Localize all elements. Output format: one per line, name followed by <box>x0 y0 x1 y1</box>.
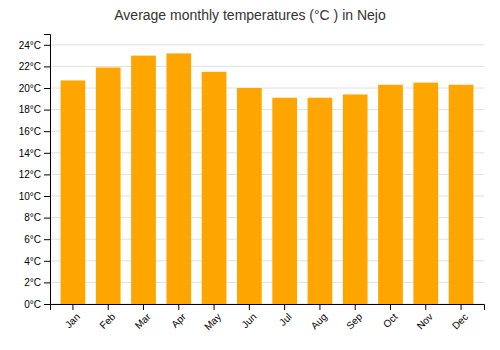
y-tick: 24°C <box>19 40 50 51</box>
x-tick: Feb <box>97 304 117 331</box>
x-tick-label: Apr <box>169 311 188 330</box>
y-tick-mark <box>44 239 50 240</box>
x-tick: Aug <box>309 304 329 331</box>
y-tick-mark <box>44 196 50 197</box>
y-tick-label: 20°C <box>19 83 41 94</box>
x-tick-label: Aug <box>309 311 329 331</box>
x-tick-label: Nov <box>415 311 435 331</box>
x-tick: May <box>202 304 223 332</box>
x-tick: Nov <box>415 304 435 331</box>
y-tick: 2°C <box>24 277 50 288</box>
x-tick: Dec <box>450 304 470 331</box>
bar <box>166 53 191 304</box>
y-tick-mark <box>44 174 50 175</box>
y-tick: 8°C <box>24 212 50 223</box>
x-tick-mark <box>284 304 285 310</box>
x-tick-mark <box>72 304 73 310</box>
bar <box>449 85 474 304</box>
bar <box>272 98 297 304</box>
x-tick-label: Dec <box>450 311 470 331</box>
y-tick-mark <box>44 218 50 219</box>
x-axis: Jan Feb Mar Apr May Jun Jul Aug Sep Oct Nov Dec <box>51 304 485 332</box>
bar <box>343 94 368 304</box>
x-tick-label: Oct <box>381 311 400 330</box>
y-tick: 14°C <box>19 148 50 159</box>
bar <box>308 98 333 304</box>
bar <box>96 67 121 304</box>
y-tick-mark <box>44 153 50 154</box>
y-tick-mark <box>44 304 50 305</box>
x-tick-mark <box>143 304 144 310</box>
y-tick: 12°C <box>19 169 50 180</box>
y-tick-mark <box>44 66 50 67</box>
y-tick-label: 24°C <box>19 40 41 51</box>
x-tick-label: Feb <box>97 311 117 331</box>
x-tick: Oct <box>381 304 400 330</box>
y-tick: 10°C <box>19 191 50 202</box>
x-tick-label: May <box>202 311 223 332</box>
y-tick-label: 18°C <box>19 104 41 115</box>
y-tick-label: 8°C <box>24 212 41 223</box>
x-tick-mark <box>319 304 320 310</box>
bar <box>61 80 86 304</box>
x-tick-mark <box>355 304 356 310</box>
bar <box>413 83 438 304</box>
title: Average monthly temperatures (°C ) in Ne… <box>114 7 386 23</box>
x-tick-label: Jun <box>239 311 258 330</box>
x-tick-mark <box>249 304 250 310</box>
y-tick: 4°C <box>24 256 50 267</box>
x-tick-mark <box>108 304 109 310</box>
x-tick-mark <box>425 304 426 310</box>
chart: Average monthly temperatures (°C ) in Ne… <box>0 0 500 350</box>
y-tick-mark <box>44 131 50 132</box>
x-tick: Sep <box>344 304 365 331</box>
y-tick-label: 16°C <box>19 126 41 137</box>
x-axis-line <box>51 305 485 311</box>
y-tick: 0°C <box>24 299 50 310</box>
x-tick-mark <box>214 304 215 310</box>
x-tick: Mar <box>133 304 153 331</box>
y-tick-label: 2°C <box>24 277 41 288</box>
y-tick-label: 6°C <box>24 234 41 245</box>
x-tick-label: Jan <box>63 311 82 330</box>
y-tick-mark <box>44 282 50 283</box>
x-tick: Jan <box>63 304 82 330</box>
y-tick: 20°C <box>19 83 50 94</box>
y-tick-label: 14°C <box>19 148 41 159</box>
y-tick-mark <box>44 88 50 89</box>
bars <box>61 53 474 304</box>
grid-line <box>50 44 484 45</box>
bar <box>202 72 227 304</box>
y-tick: 22°C <box>19 61 50 72</box>
y-tick: 16°C <box>19 126 50 137</box>
y-tick-label: 22°C <box>19 61 41 72</box>
y-axis-line <box>44 35 51 305</box>
x-tick: Apr <box>169 304 188 330</box>
x-tick-label: Mar <box>133 311 153 331</box>
x-tick: Jul <box>277 304 294 328</box>
y-tick-label: 0°C <box>24 299 41 310</box>
x-tick-mark <box>461 304 462 310</box>
bar <box>378 85 403 304</box>
x-tick-mark <box>390 304 391 310</box>
x-tick-label: Jul <box>277 311 294 328</box>
y-tick-label: 10°C <box>19 191 41 202</box>
y-tick-label: 12°C <box>19 169 41 180</box>
bar <box>237 88 262 304</box>
y-tick-mark <box>44 261 50 262</box>
y-tick-mark <box>44 110 50 111</box>
y-axis: 0°C 2°C 4°C 6°C 8°C 10°C 12°C 14°C 16°C 18°C 20°C 2… <box>19 35 51 310</box>
grid-line <box>50 66 484 67</box>
y-tick: 6°C <box>24 234 50 245</box>
grid <box>50 45 484 304</box>
x-tick: Jun <box>239 304 258 330</box>
x-tick-label: Sep <box>344 311 365 332</box>
y-tick-label: 4°C <box>24 256 41 267</box>
y-tick: 18°C <box>19 104 50 115</box>
x-tick-mark <box>178 304 179 310</box>
bar <box>131 56 156 304</box>
plot: 0°C 2°C 4°C 6°C 8°C 10°C 12°C 14°C 16°C 18°C 20°C 2… <box>19 35 485 333</box>
y-tick-mark <box>44 45 50 46</box>
